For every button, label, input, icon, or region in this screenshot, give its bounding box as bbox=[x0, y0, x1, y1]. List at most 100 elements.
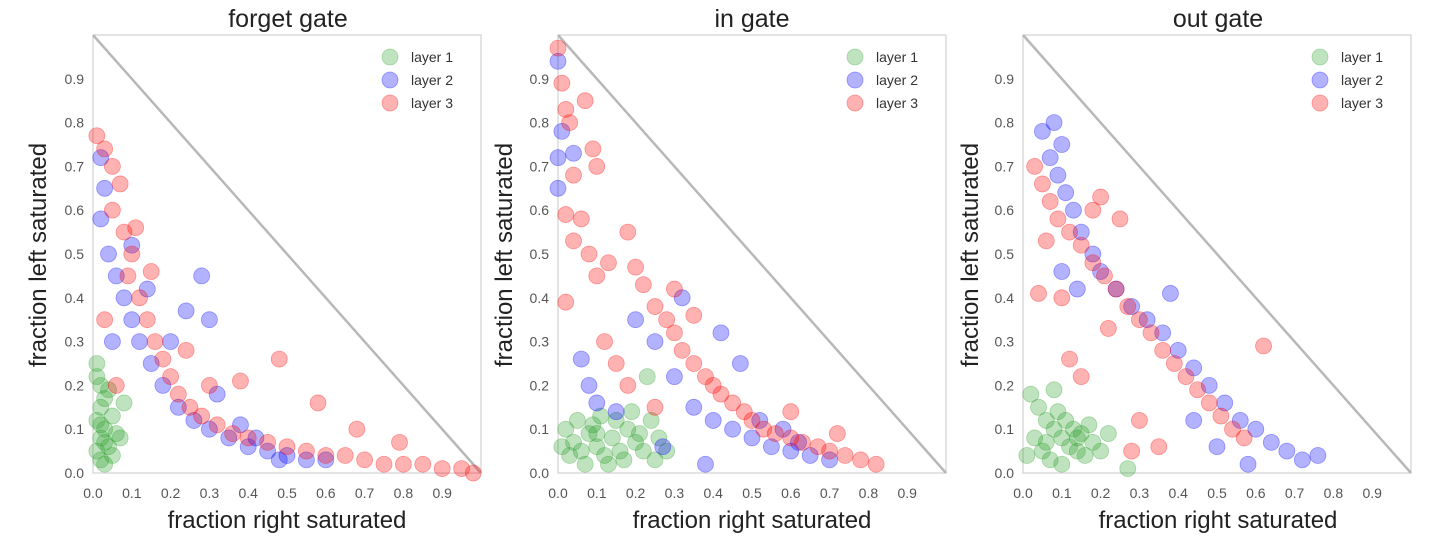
legend-marker bbox=[1311, 48, 1329, 66]
data-point bbox=[654, 438, 672, 456]
legend-label: layer 3 bbox=[411, 95, 453, 111]
x-tick-label: 0.7 bbox=[1285, 485, 1305, 501]
data-point bbox=[565, 232, 582, 250]
data-point bbox=[646, 398, 664, 416]
data-point bbox=[627, 433, 644, 451]
data-point bbox=[1068, 280, 1086, 298]
legend-label: layer 2 bbox=[411, 72, 453, 88]
data-point bbox=[119, 267, 137, 285]
y-tick-label: 0.8 bbox=[995, 115, 1015, 131]
diagonal-line bbox=[92, 34, 482, 474]
x-tick-label: 0.3 bbox=[665, 485, 685, 501]
data-point bbox=[142, 355, 160, 372]
y-tick-label: 0.9 bbox=[530, 71, 550, 87]
data-point bbox=[1216, 394, 1234, 412]
data-point bbox=[111, 175, 129, 193]
data-point bbox=[1165, 355, 1183, 372]
data-point bbox=[774, 420, 792, 438]
data-point bbox=[1200, 376, 1218, 394]
data-point bbox=[607, 412, 625, 429]
data-point bbox=[1041, 149, 1059, 167]
data-point bbox=[572, 442, 590, 460]
data-point bbox=[193, 267, 211, 285]
data-point bbox=[1034, 175, 1051, 193]
data-point bbox=[658, 442, 676, 460]
data-point bbox=[208, 385, 226, 403]
data-point bbox=[611, 442, 629, 460]
data-point bbox=[247, 429, 265, 447]
data-point bbox=[1053, 263, 1071, 280]
data-point bbox=[592, 407, 610, 425]
data-point bbox=[1030, 398, 1047, 416]
data-point bbox=[867, 455, 885, 473]
data-point bbox=[142, 263, 160, 280]
data-point bbox=[646, 333, 664, 351]
data-point bbox=[646, 451, 664, 469]
data-point bbox=[1185, 359, 1203, 377]
y-tick-label: 0.8 bbox=[65, 115, 85, 131]
y-axis-title: fraction left saturated bbox=[25, 143, 52, 367]
data-point bbox=[1185, 412, 1203, 429]
data-point bbox=[1041, 451, 1059, 469]
y-tick-label: 0.0 bbox=[995, 465, 1015, 481]
y-tick-label: 0.5 bbox=[530, 246, 550, 262]
y-tick-label: 0.8 bbox=[530, 115, 550, 131]
data-point bbox=[782, 442, 800, 460]
data-point bbox=[100, 245, 117, 263]
data-point bbox=[1037, 433, 1055, 451]
data-point bbox=[104, 447, 121, 464]
data-point bbox=[1293, 451, 1311, 469]
data-point bbox=[1309, 447, 1327, 464]
data-point bbox=[735, 403, 753, 421]
legend-marker bbox=[381, 94, 399, 112]
data-point bbox=[96, 179, 114, 197]
data-point bbox=[569, 412, 586, 429]
data-point bbox=[123, 245, 141, 263]
x-tick-label: 0.6 bbox=[316, 485, 336, 501]
data-point bbox=[1154, 341, 1172, 359]
data-point bbox=[1061, 223, 1078, 241]
data-point bbox=[576, 455, 594, 473]
data-point bbox=[1026, 157, 1044, 175]
data-point bbox=[100, 438, 117, 456]
x-tick-label: 0.2 bbox=[1091, 485, 1111, 501]
data-point bbox=[821, 442, 838, 460]
data-point bbox=[712, 324, 730, 342]
data-point bbox=[1099, 320, 1117, 337]
x-tick-label: 0.4 bbox=[1168, 485, 1188, 501]
diagonal-line bbox=[1022, 34, 1412, 474]
data-point bbox=[1092, 263, 1109, 280]
data-point bbox=[185, 412, 203, 429]
data-point bbox=[200, 311, 218, 329]
data-point bbox=[1123, 442, 1141, 460]
data-point bbox=[1224, 420, 1241, 438]
x-tick-label: 0.4 bbox=[238, 485, 258, 501]
data-point bbox=[270, 451, 288, 469]
y-tick-label: 0.2 bbox=[65, 377, 85, 393]
data-point bbox=[673, 289, 691, 307]
data-point bbox=[557, 420, 575, 438]
data-point bbox=[92, 398, 110, 416]
data-point bbox=[666, 280, 683, 298]
series-layer-2 bbox=[92, 149, 335, 469]
data-point bbox=[607, 355, 625, 372]
panel-title: out gate bbox=[1173, 5, 1263, 33]
data-point bbox=[1049, 210, 1067, 228]
data-point bbox=[1076, 447, 1094, 464]
legend-label: layer 1 bbox=[1341, 49, 1383, 65]
data-point bbox=[557, 101, 575, 118]
data-point bbox=[549, 149, 567, 167]
diagonal-line bbox=[557, 34, 947, 474]
data-point bbox=[1247, 420, 1265, 438]
data-point bbox=[154, 376, 172, 394]
data-point bbox=[104, 333, 121, 351]
panel-out-gate: out gate fraction right saturated fracti… bbox=[957, 5, 1412, 534]
data-point bbox=[232, 416, 249, 434]
data-point bbox=[391, 433, 408, 451]
data-point bbox=[557, 206, 575, 223]
data-point bbox=[1034, 442, 1051, 460]
data-point bbox=[1049, 403, 1067, 421]
data-point bbox=[297, 451, 315, 469]
data-point bbox=[154, 350, 172, 368]
data-point bbox=[1084, 433, 1102, 451]
